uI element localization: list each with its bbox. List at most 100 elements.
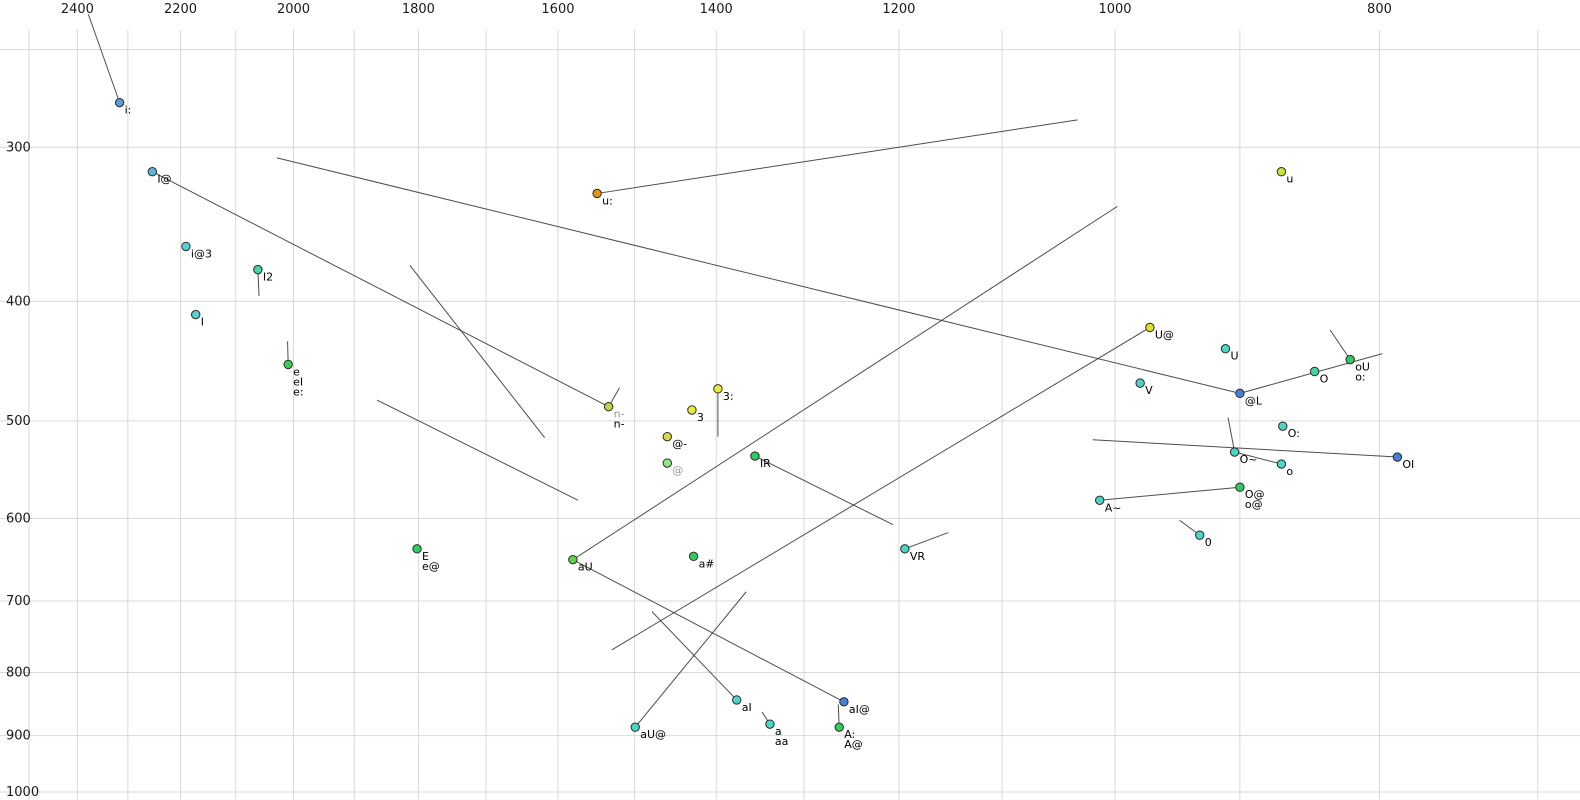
data-point[interactable] [1309,366,1320,377]
point-label: a# [699,557,715,570]
point-label: I [201,316,204,329]
trajectory-line [87,14,121,103]
point-label: E [422,550,429,563]
point-label: OI [1402,458,1414,471]
data-point[interactable] [1276,459,1287,469]
data-point[interactable] [662,431,672,442]
data-point[interactable] [1145,322,1155,333]
data-point[interactable] [1392,452,1403,462]
data-point[interactable] [1345,354,1355,365]
data-point[interactable] [283,359,293,370]
x-tick-label: 1600 [541,2,574,17]
data-point[interactable] [1229,447,1240,457]
trajectory-line [651,611,738,701]
data-point[interactable] [839,697,849,707]
data-point[interactable] [147,167,158,177]
trajectory-line [634,591,747,728]
data-point[interactable] [181,241,191,252]
x-tick-label: 800 [1367,2,1392,17]
point-label: 3 [697,411,704,424]
data-point[interactable] [1135,378,1145,388]
point-label: oU [1355,361,1370,374]
y-tick-label: 500 [6,414,31,429]
point-label: e@ [422,560,440,573]
trajectory-line [597,119,1078,194]
data-point[interactable] [568,554,578,565]
trajectory-line [904,532,949,550]
point-label: aU [578,561,593,574]
y-tick-label: 600 [6,511,31,526]
data-point[interactable] [191,309,201,320]
point-label: A~ [1105,501,1122,514]
point-label: aI@ [849,703,870,716]
data-point[interactable] [834,722,844,732]
point-label: i@3 [191,247,212,260]
data-point[interactable] [1276,167,1287,177]
point-label: I@ [157,173,171,186]
y-tick-label: 300 [6,140,31,155]
data-point[interactable] [603,402,614,412]
x-tick-label: 2000 [277,2,310,17]
point-label: e [293,365,300,378]
y-tick-label: 800 [6,666,31,681]
trajectory-line [152,171,609,408]
point-label: U [1230,350,1238,363]
trajectory-line [1234,451,1282,465]
data-point[interactable] [1220,344,1231,354]
point-label: VR [910,550,926,563]
y-tick-label: 900 [6,729,31,744]
trajectory-line [572,205,1118,561]
point-label: u [1286,173,1293,186]
data-point[interactable] [732,695,742,705]
data-point[interactable] [687,405,697,415]
point-label: e: [293,385,303,398]
y-tick-label: 400 [6,294,31,309]
point-label: o [1286,465,1293,478]
point-label: u: [602,194,613,207]
data-point[interactable] [253,264,263,275]
point-label: o: [1355,371,1365,384]
x-tick-label: 1200 [882,2,915,17]
data-point[interactable] [1094,495,1105,506]
data-point[interactable] [1278,421,1288,431]
point-label: O [1320,373,1329,386]
point-label: O: [1288,427,1300,440]
point-label: V [1145,384,1153,397]
data-point[interactable] [688,551,699,562]
point-label: aU@ [640,728,666,741]
data-point[interactable] [900,544,910,554]
data-point[interactable] [765,719,775,729]
data-point[interactable] [114,97,125,108]
trajectory-line [409,265,546,439]
data-point[interactable] [1195,530,1205,540]
data-point[interactable] [1235,482,1245,492]
point-label: O~ [1240,453,1258,466]
point-label: A: [844,728,855,741]
trajectory-line [1092,439,1398,458]
trajectory-line [1227,417,1236,453]
x-tick-label: 2200 [164,2,197,17]
point-label: @- [672,438,687,451]
point-label: aa [775,735,788,748]
data-point[interactable] [592,188,602,199]
trajectory-line [376,399,579,501]
data-point[interactable] [1235,388,1245,399]
point-label: I2 [263,271,273,284]
point-label: o@ [1245,498,1263,511]
trajectory-line [611,327,1151,651]
trajectory-line [754,455,894,526]
trajectory-line [572,559,845,703]
data-point[interactable] [750,451,760,461]
x-tick-label: 1000 [1098,2,1131,17]
point-label: @L [1245,394,1263,407]
x-tick-label: 2400 [61,2,94,17]
y-tick-label: 1000 [6,785,39,800]
data-point[interactable] [630,722,640,732]
data-point[interactable] [713,384,723,394]
x-tick-label: 1800 [402,2,435,17]
data-point[interactable] [412,544,422,554]
trajectory-line [1099,486,1240,501]
data-point[interactable] [662,458,672,468]
